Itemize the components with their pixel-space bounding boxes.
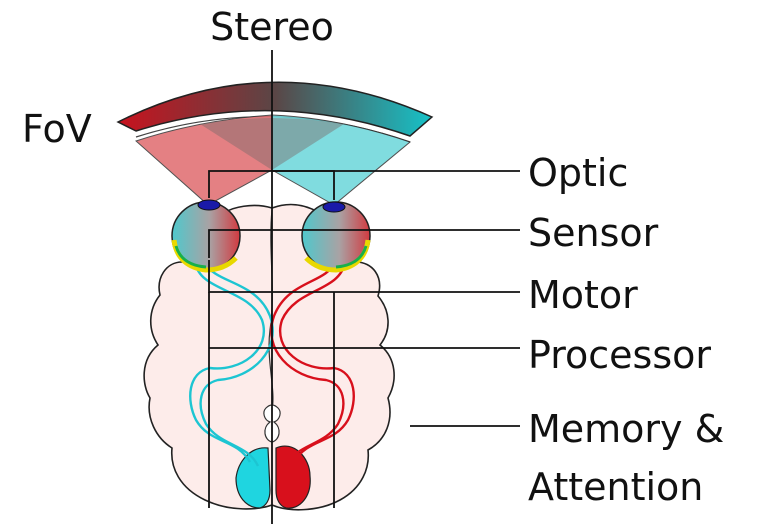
label-optic: Optic	[528, 151, 628, 195]
label-stereo: Stereo	[210, 5, 334, 49]
left-eye	[171, 199, 241, 273]
label-fov: FoV	[22, 107, 92, 151]
label-memory: Memory &	[528, 407, 724, 451]
fov-arc	[116, 81, 434, 137]
optic-leader	[208, 170, 335, 200]
leader-lines	[208, 170, 520, 508]
pathway-right-eye-outer	[270, 261, 345, 467]
right-eye	[301, 201, 371, 273]
label-motor: Motor	[528, 273, 638, 317]
pathway-left-eye-outer	[199, 261, 274, 467]
label-processor: Processor	[528, 333, 711, 377]
label-attention: Attention	[528, 465, 703, 509]
right-eye-lens	[322, 201, 346, 213]
left-eye-lens	[197, 199, 221, 211]
pathway-left-eye	[189, 261, 265, 463]
sensor-leader	[208, 229, 520, 258]
label-sensor: Sensor	[528, 211, 659, 255]
